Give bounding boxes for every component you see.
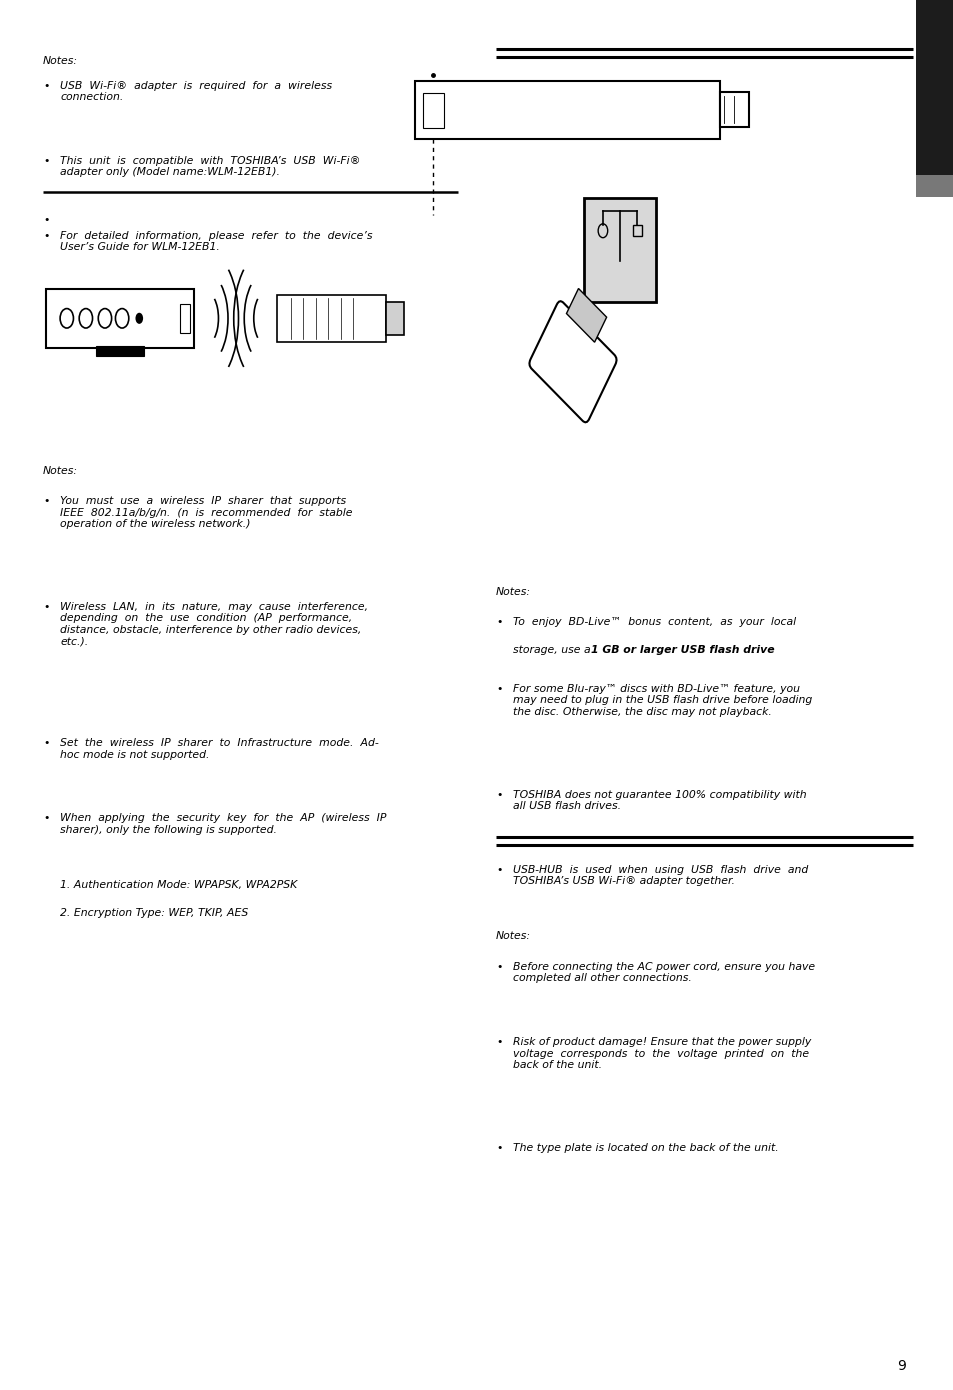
FancyBboxPatch shape: [529, 302, 616, 423]
Text: 2. Encryption Type: WEP, TKIP, AES: 2. Encryption Type: WEP, TKIP, AES: [60, 908, 248, 917]
Text: storage, use a: storage, use a: [513, 645, 594, 655]
Text: To  enjoy  BD-Live™  bonus  content,  as  your  local: To enjoy BD-Live™ bonus content, as your…: [513, 617, 796, 627]
Bar: [632, 225, 641, 236]
Bar: [95, 346, 143, 356]
Text: •: •: [43, 813, 50, 823]
Bar: [583, 197, 655, 303]
Bar: [386, 302, 403, 335]
Text: •: •: [496, 790, 502, 799]
Text: 1. Authentication Mode: WPAPSK, WPA2PSK: 1. Authentication Mode: WPAPSK, WPA2PSK: [60, 880, 297, 890]
Bar: [415, 81, 720, 139]
Text: Before connecting the AC power cord, ensure you have
completed all other connect: Before connecting the AC power cord, ens…: [513, 962, 815, 984]
Text: •: •: [496, 865, 502, 874]
Text: USB-HUB  is  used  when  using  USB  flash  drive  and
TOSHIBA’s USB Wi-Fi® adap: USB-HUB is used when using USB flash dri…: [513, 865, 807, 887]
Text: For some Blu-ray™ discs with BD-Live™ feature, you
may need to plug in the USB f: For some Blu-ray™ discs with BD-Live™ fe…: [513, 684, 812, 717]
Circle shape: [135, 313, 143, 324]
Text: •: •: [496, 1037, 502, 1047]
Text: •: •: [43, 496, 50, 506]
Bar: [422, 93, 443, 128]
Bar: [915, 175, 953, 197]
Text: TOSHIBA does not guarantee 100% compatibility with
all USB flash drives.: TOSHIBA does not guarantee 100% compatib…: [513, 790, 806, 812]
Text: •: •: [496, 617, 502, 627]
Text: You  must  use  a  wireless  IP  sharer  that  supports
IEEE  802.11a/b/g/n.  (n: You must use a wireless IP sharer that s…: [60, 496, 353, 530]
Text: •: •: [43, 602, 50, 612]
Text: Notes:: Notes:: [43, 466, 78, 475]
Text: Notes:: Notes:: [496, 931, 531, 941]
Text: •: •: [496, 1143, 502, 1152]
Bar: [276, 295, 386, 342]
Text: When  applying  the  security  key  for  the  AP  (wireless  IP
sharer), only th: When applying the security key for the A…: [60, 813, 386, 835]
Text: •: •: [43, 156, 50, 165]
Text: Notes:: Notes:: [43, 56, 78, 65]
Text: Wireless  LAN,  in  its  nature,  may  cause  interference,
depending  on  the  : Wireless LAN, in its nature, may cause i…: [60, 602, 368, 646]
Text: •: •: [496, 962, 502, 972]
Text: Risk of product damage! Ensure that the power supply
voltage  corresponds  to  t: Risk of product damage! Ensure that the …: [513, 1037, 811, 1070]
Text: This  unit  is  compatible  with  TOSHIBA’s  USB  Wi-Fi®
adapter only (Model nam: This unit is compatible with TOSHIBA’s U…: [60, 156, 360, 178]
Text: 1 GB or larger USB flash drive: 1 GB or larger USB flash drive: [591, 645, 774, 655]
Text: For  detailed  information,  please  refer  to  the  device’s
User’s Guide for W: For detailed information, please refer t…: [60, 231, 373, 253]
Text: 9: 9: [896, 1359, 905, 1373]
Bar: [180, 303, 190, 332]
Text: USB  Wi-Fi®  adapter  is  required  for  a  wireless
connection.: USB Wi-Fi® adapter is required for a wir…: [60, 81, 332, 103]
Bar: [915, 0, 953, 178]
Text: •: •: [43, 215, 50, 225]
Text: •: •: [496, 684, 502, 694]
Text: The type plate is located on the back of the unit.: The type plate is located on the back of…: [513, 1143, 779, 1152]
Bar: [46, 289, 193, 348]
Text: •: •: [43, 81, 50, 90]
Text: •: •: [43, 231, 50, 240]
Text: Notes:: Notes:: [496, 587, 531, 596]
Text: Set  the  wireless  IP  sharer  to  Infrastructure  mode.  Ad-
hoc mode is not s: Set the wireless IP sharer to Infrastruc…: [60, 738, 378, 760]
Text: .: .: [751, 645, 755, 655]
Bar: [720, 92, 748, 128]
Text: •: •: [43, 738, 50, 748]
Bar: [566, 289, 606, 342]
